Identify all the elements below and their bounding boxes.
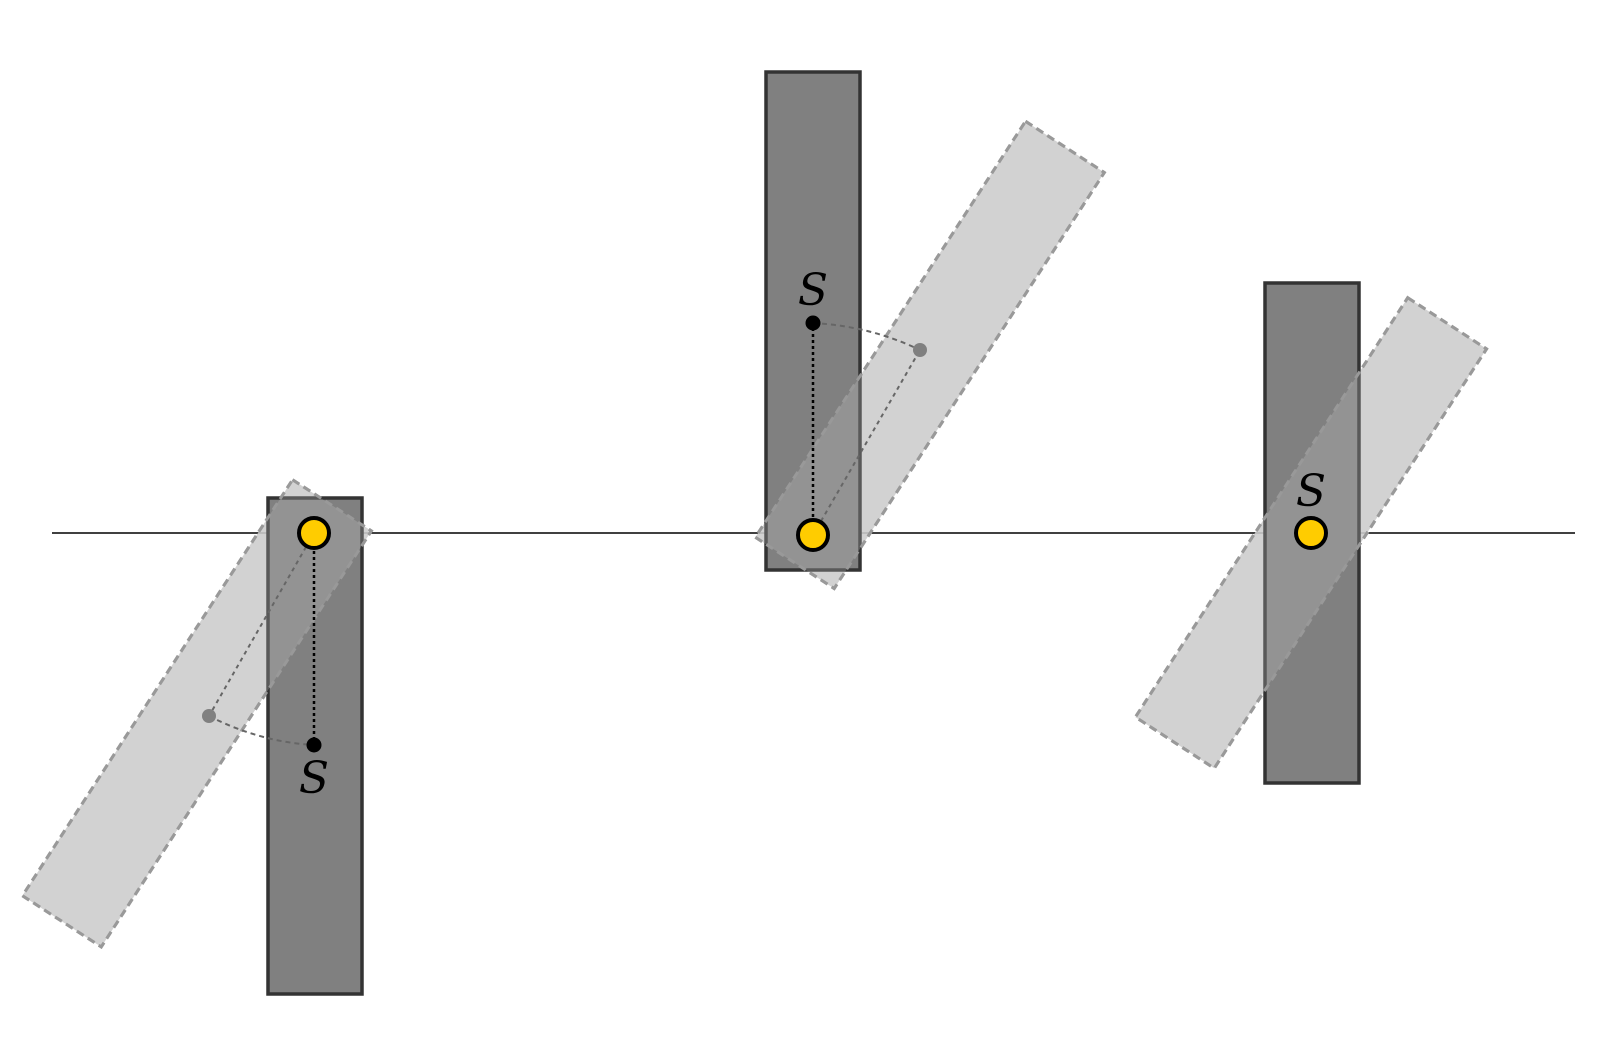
pivot-point	[1294, 516, 1328, 550]
rotation-arc	[208, 715, 315, 746]
pivot-to-rotated-center-line	[208, 532, 315, 717]
rotated-center-of-mass-point	[202, 709, 216, 723]
center-of-mass-point	[805, 315, 821, 331]
center-of-mass-label: S	[299, 753, 329, 804]
pivot-point	[796, 518, 830, 552]
center-of-mass-point	[306, 737, 322, 753]
panel-right: S	[1133, 281, 1489, 785]
panel-middle: S	[753, 70, 1107, 591]
pivot-point	[297, 516, 331, 550]
panel-left: S	[20, 477, 374, 996]
rotated-rod-ghost-overlay	[753, 119, 1107, 591]
rotation-arc	[812, 322, 921, 351]
rotated-center-of-mass-point	[913, 343, 927, 357]
center-of-mass-label: S	[798, 265, 828, 316]
center-of-mass-label: S	[1296, 466, 1326, 517]
rotated-rod-ghost-overlay	[20, 477, 374, 949]
pivot-to-rotated-center-line	[812, 349, 921, 536]
